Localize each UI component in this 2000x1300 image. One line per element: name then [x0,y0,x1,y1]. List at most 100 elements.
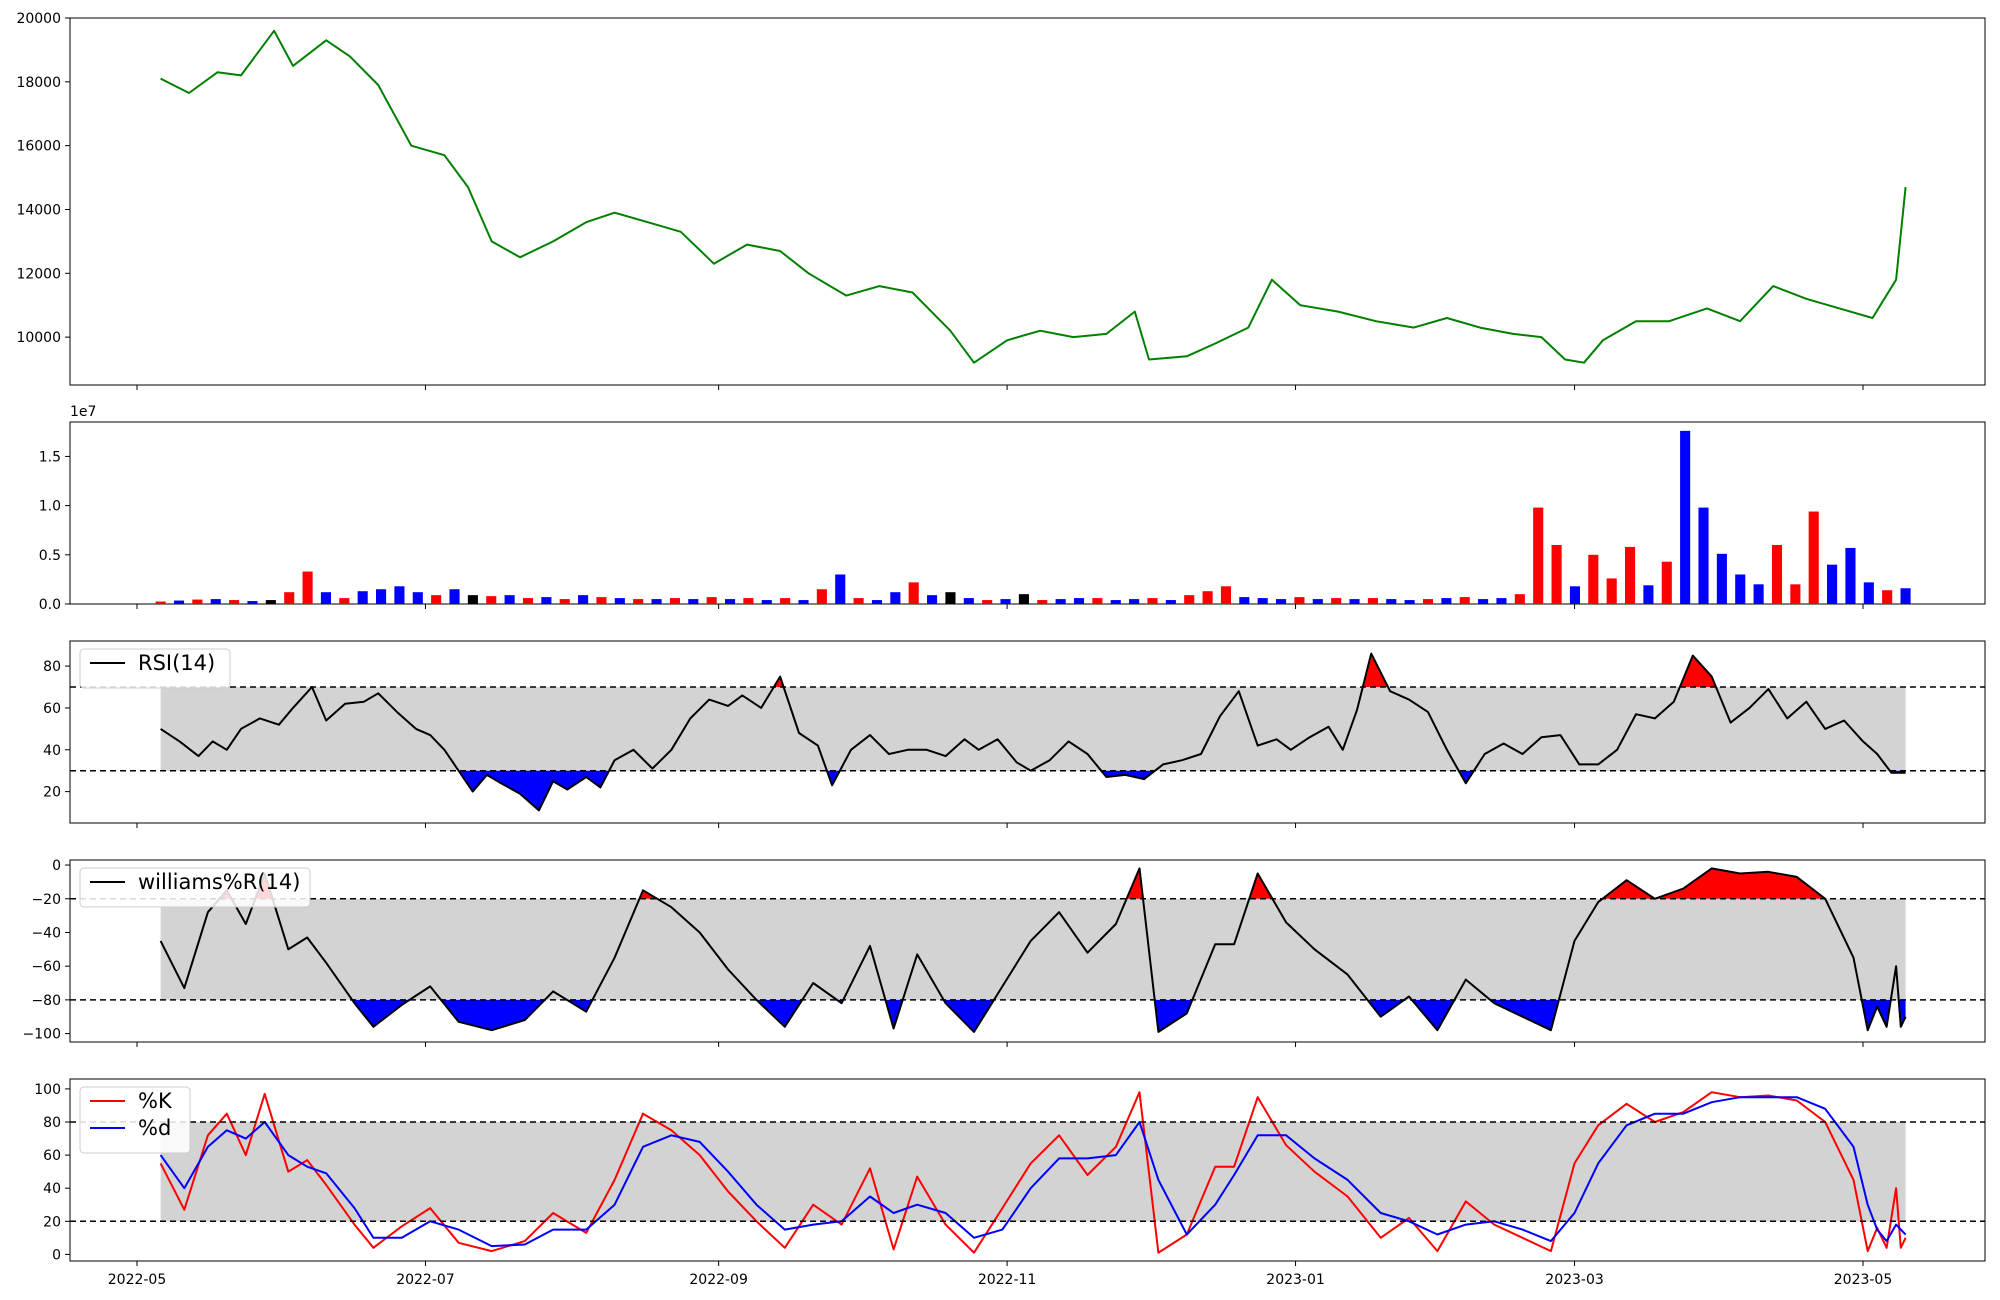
volume-bar [1404,600,1415,604]
price-line [160,29,1907,364]
volume-bar [1073,598,1085,604]
volume-bar [412,592,423,604]
volume-bar [1220,586,1232,604]
volume-bar [559,599,570,604]
volume-bar [1698,507,1709,604]
volume-bar [1643,585,1654,604]
volume-bar [1110,600,1121,604]
panel-1-frame [69,421,1986,605]
volume-bar [431,595,442,604]
rsi-oversold-fill [160,770,1906,811]
volume-bar [320,592,332,604]
volume-bar [816,589,827,604]
rsi-overbought-fill [160,653,1906,687]
stoch-d-line [159,1096,1907,1248]
volume-bar [1165,600,1176,604]
volume-bar [853,598,864,604]
volume-bar [1147,598,1158,604]
x-tick-label: 2023-05 [1834,1272,1893,1288]
panel-3-ytick-label: −80 [31,993,61,1009]
volume-bar [614,598,625,604]
panel-1-ytick-label: 1.0 [39,499,61,515]
volume-bar [871,600,883,604]
volume-bar [1827,564,1838,604]
volume-bar [339,598,350,604]
volume-bar [394,586,405,604]
volume-bar [1790,584,1801,604]
volume-bar [1478,599,1489,604]
panel-4-ytick-label: 0 [52,1247,61,1263]
panel-0-ytick-label: 12000 [16,266,61,282]
panel-3-frame [69,859,1986,1043]
panel-2-neutral-band [160,687,1906,771]
panel-2-ytick-label: 40 [43,743,61,759]
volume-bar [1533,507,1544,604]
panel-4-legend [79,1086,191,1154]
volume-bar [1845,547,1856,604]
volume-bar [265,600,276,604]
volume-bar [1569,586,1580,604]
panel-0-ytick-label: 14000 [16,202,61,218]
volume-bar [1000,599,1011,604]
volume-bar [1257,598,1268,604]
panel-4-ytick-label: 60 [43,1148,61,1164]
williams-oversold-fill [160,999,1906,1032]
panel-1-ytick-label: 1.5 [39,449,61,465]
volume-bar [835,574,846,604]
panel-0-frame [69,17,1986,386]
volume-bar [798,600,809,604]
volume-bar [1753,584,1764,604]
volume-bar [1386,599,1397,604]
volume-bar [1367,598,1378,604]
volume-bar [155,601,166,604]
volume-bar [633,599,644,604]
panel-3-legend-label: williams%R(14) [138,870,300,894]
panel-0-ytick-label: 16000 [16,139,61,155]
volume-bar [706,597,717,604]
volume-bar [1735,574,1746,604]
panel-4-legend-label: %d [138,1116,171,1140]
volume-bar [1771,544,1783,604]
volume-bar [651,599,662,604]
volume-bar [1588,554,1599,604]
volume-bar [1680,430,1691,604]
panel-3-ytick-label: −60 [31,959,61,975]
volume-bar [1312,599,1323,604]
volume-bar [1349,599,1360,604]
panel-2-ytick-label: 20 [43,785,61,801]
volume-offset-label: 1e7 [70,404,96,420]
volume-bar [1661,561,1672,604]
volume-bar [1551,544,1562,604]
panel-1-ytick-label: 0.0 [39,597,61,613]
panel-3-legend [79,867,311,908]
volume-bar [284,592,295,604]
volume-bar [467,595,478,604]
volume-bar [890,592,901,604]
volume-bar [1239,597,1250,604]
panel-4-ytick-label: 40 [43,1181,61,1197]
volume-bar [578,595,589,604]
volume-bar [1863,582,1874,604]
volume-bar [688,599,699,604]
volume-bar [1808,511,1819,604]
volume-bar [596,597,607,604]
volume-bar [376,589,387,604]
x-tick-label: 2022-11 [978,1272,1037,1288]
volume-bar [1882,590,1893,604]
volume-bar [1496,598,1507,604]
panel-3-neutral-band [160,898,1906,1000]
panel-4-ytick-label: 80 [43,1115,61,1131]
rsi-line [160,652,1906,812]
volume-bar [1092,598,1103,604]
volume-bar [449,589,460,604]
panel-3-ytick-label: −40 [31,925,61,941]
volume-bar [945,592,956,604]
volume-bar [1184,595,1195,604]
volume-bar [192,599,203,604]
volume-bar [780,598,791,604]
volume-bar [541,597,552,604]
volume-bar [1276,599,1287,604]
volume-bar [302,571,313,604]
stoch-k-line [159,1091,1907,1254]
